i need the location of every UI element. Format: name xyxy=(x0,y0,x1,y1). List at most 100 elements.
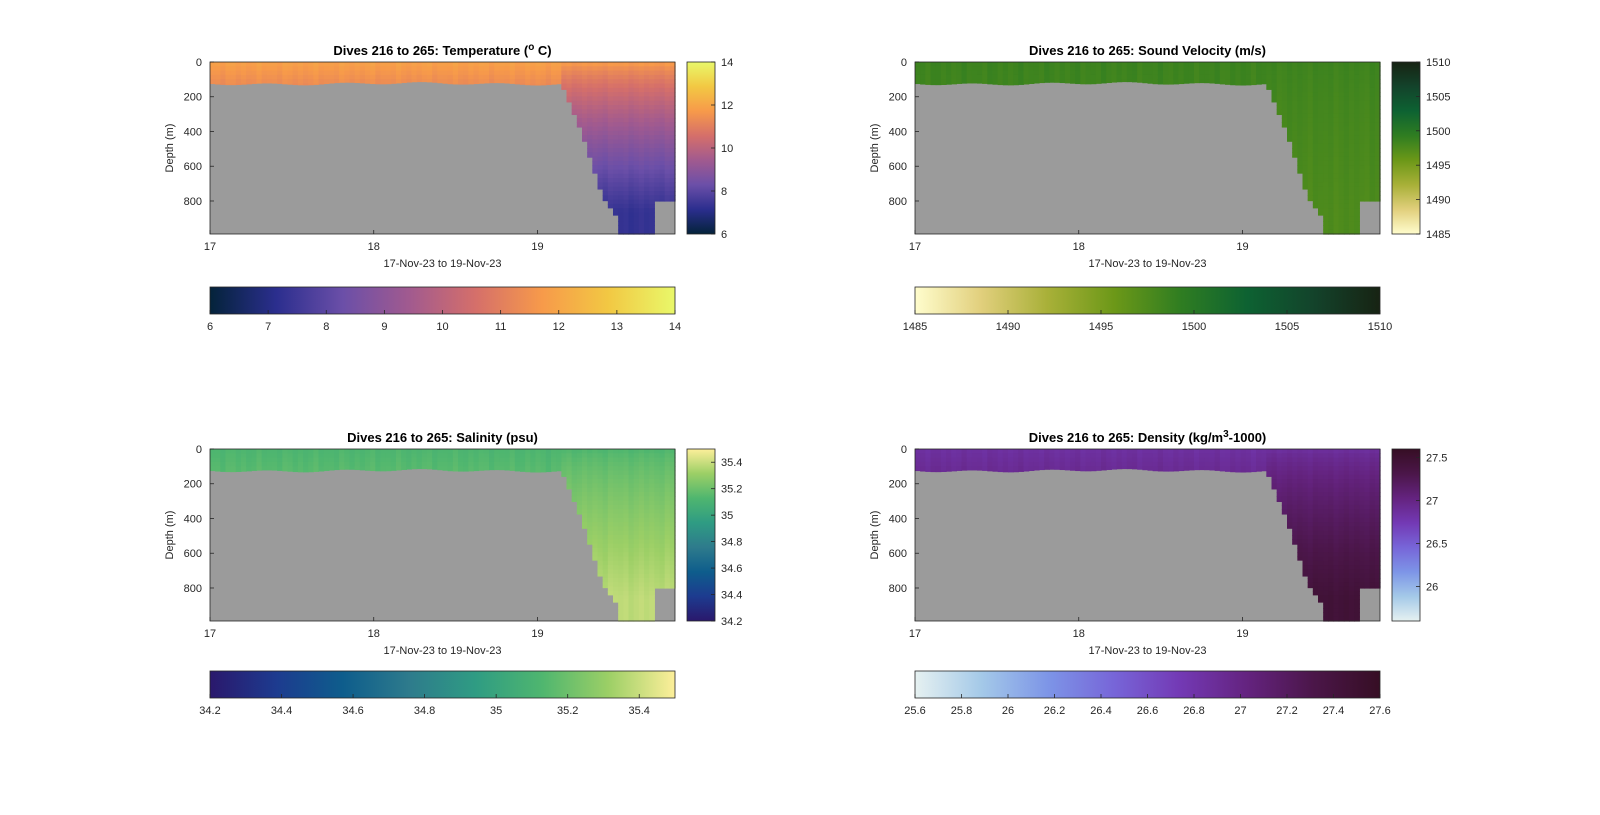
heatmap-cell xyxy=(1328,229,1335,235)
heatmap-cell xyxy=(1374,83,1381,89)
heatmap-cell xyxy=(659,517,666,523)
heatmap-cell xyxy=(1225,66,1231,72)
heatmap-cell xyxy=(920,461,926,467)
heatmap-cell xyxy=(385,470,392,472)
heatmap-cell xyxy=(592,522,599,527)
heatmap-cell xyxy=(1328,500,1335,506)
heatmap-cell xyxy=(992,70,999,76)
colorbar-vertical-tick-label: 35.2 xyxy=(721,484,742,496)
heatmap-cell xyxy=(561,83,568,89)
heatmap-cell xyxy=(633,83,640,89)
heatmap-cell xyxy=(1302,130,1309,136)
heatmap-cell xyxy=(230,66,237,72)
heatmap-cell xyxy=(623,509,630,515)
heatmap-cell xyxy=(576,105,583,110)
heatmap-cell xyxy=(1333,122,1340,128)
heatmap-cell xyxy=(1039,457,1045,463)
heatmap-cell xyxy=(602,96,609,102)
heatmap-cell xyxy=(1333,552,1340,558)
heatmap-cell xyxy=(628,578,635,583)
heatmap-cell xyxy=(1287,487,1293,493)
heatmap-cell xyxy=(1152,466,1159,472)
heatmap-cell xyxy=(442,62,449,67)
heatmap-cell xyxy=(1318,186,1324,192)
heatmap-cell xyxy=(587,479,593,484)
heatmap-cell xyxy=(1302,466,1309,472)
heatmap-cell xyxy=(282,70,289,76)
heatmap-cell xyxy=(1256,62,1262,67)
heatmap-cell xyxy=(592,547,599,553)
heatmap-cell xyxy=(638,143,645,149)
heatmap-cell xyxy=(1307,83,1314,89)
heatmap-cell xyxy=(576,500,583,506)
heatmap-cell xyxy=(971,70,978,76)
heatmap-cell xyxy=(613,126,619,132)
heatmap-cell xyxy=(220,449,227,454)
heatmap-cell xyxy=(1183,466,1190,471)
heatmap-cell xyxy=(344,453,351,459)
heatmap-cell xyxy=(1292,109,1298,115)
heatmap-cell xyxy=(1312,586,1319,592)
heatmap-cell xyxy=(514,470,521,472)
heatmap-cell xyxy=(1328,173,1335,179)
heatmap-cell xyxy=(215,461,221,467)
y-tick-label: 0 xyxy=(196,57,202,69)
heatmap-cell xyxy=(478,66,485,72)
heatmap-cell xyxy=(638,186,645,192)
heatmap-cell xyxy=(1318,139,1324,145)
heatmap-cell xyxy=(623,122,630,128)
heatmap-cell xyxy=(1343,212,1350,218)
heatmap-cell xyxy=(1364,565,1371,570)
heatmap-cell xyxy=(977,66,983,72)
heatmap-cell xyxy=(447,461,454,467)
heatmap-cell xyxy=(365,79,371,84)
heatmap-cell xyxy=(638,139,645,145)
heatmap-cell xyxy=(483,457,490,463)
heatmap-cell xyxy=(633,208,640,214)
heatmap-cell xyxy=(1333,96,1340,102)
colorbar-horizontal-tick-label: 35 xyxy=(490,705,502,717)
heatmap-cell xyxy=(638,487,645,493)
heatmap-cell xyxy=(1349,135,1355,140)
heatmap-cell xyxy=(571,92,578,97)
heatmap-cell xyxy=(525,461,531,467)
heatmap-cell xyxy=(1374,569,1381,575)
heatmap-cell xyxy=(1297,96,1304,102)
heatmap-cell xyxy=(556,62,562,67)
heatmap-cell xyxy=(597,573,604,577)
heatmap-cell xyxy=(613,122,619,128)
heatmap-cell xyxy=(1323,165,1329,171)
heatmap-cell xyxy=(649,126,655,132)
heatmap-cell xyxy=(359,74,366,80)
heatmap-cell xyxy=(1049,70,1056,76)
heatmap-cell xyxy=(1039,461,1045,467)
heatmap-cell xyxy=(447,66,454,72)
heatmap-cell xyxy=(587,513,593,519)
axes-frame xyxy=(209,61,676,235)
heatmap-cell xyxy=(1323,530,1329,536)
heatmap-cell xyxy=(1059,466,1066,471)
x-axis-label: 17-Nov-23 to 19-Nov-23 xyxy=(383,258,501,270)
heatmap-cell xyxy=(566,479,573,484)
heatmap-cell xyxy=(633,100,640,106)
heatmap-cell xyxy=(644,109,650,115)
heatmap-cell xyxy=(1116,66,1123,72)
heatmap-cell xyxy=(649,117,655,123)
heatmap-cell xyxy=(1333,582,1340,588)
heatmap-cell xyxy=(1302,186,1309,190)
heatmap-cell xyxy=(1364,152,1371,158)
heatmap-cell xyxy=(566,483,573,489)
heatmap-cell xyxy=(416,457,423,463)
heatmap-cell xyxy=(1354,578,1360,583)
heatmap-cell xyxy=(930,466,937,472)
heatmap-cell xyxy=(499,461,506,467)
heatmap-cell xyxy=(494,461,500,467)
heatmap-cell xyxy=(1312,186,1319,192)
heatmap-cell xyxy=(602,178,609,183)
heatmap-cell xyxy=(623,160,630,166)
heatmap-cell xyxy=(956,70,963,76)
heatmap-cell xyxy=(1328,105,1335,110)
heatmap-cell xyxy=(946,453,952,459)
heatmap-cell xyxy=(1049,453,1056,459)
